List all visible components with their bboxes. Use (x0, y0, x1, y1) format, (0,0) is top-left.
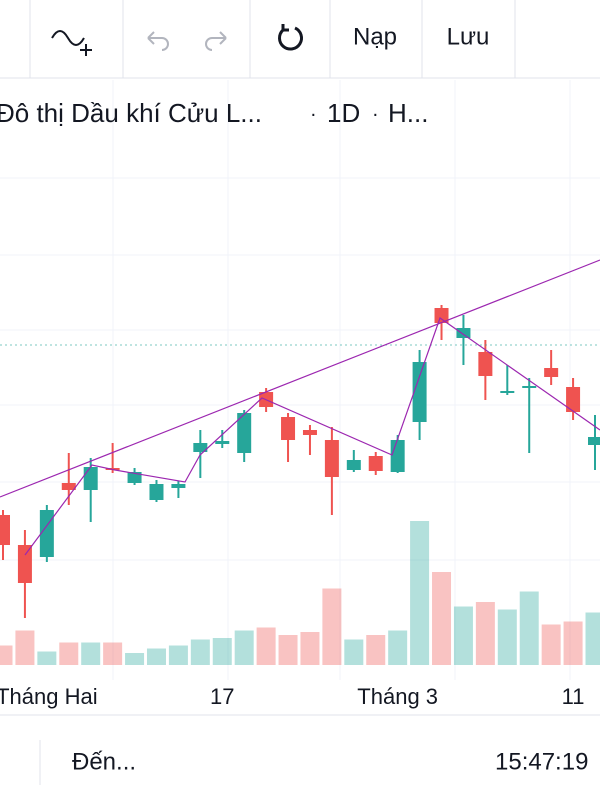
volume-bar (432, 572, 451, 665)
volume-bar (564, 622, 583, 666)
clock: 15:47:19 (495, 748, 588, 775)
legend-extra: H... (388, 98, 428, 128)
candle-body (478, 352, 492, 376)
separator: · (310, 103, 317, 125)
volume-bar (257, 628, 276, 666)
volume-layer (0, 521, 600, 665)
volume-bar (81, 643, 100, 666)
candle-body (84, 467, 98, 490)
candle-body (40, 510, 54, 557)
volume-bar (37, 652, 56, 666)
volume-bar (213, 638, 232, 665)
candle-body (18, 545, 32, 583)
candle-body (544, 368, 558, 377)
candle-body (391, 440, 405, 472)
interval: 1D (327, 98, 360, 128)
volume-bar (586, 613, 600, 666)
volume-bar (59, 643, 78, 666)
symbol-name: Đô thị Dầu khí Cửu L... (0, 98, 262, 128)
goto-button[interactable]: Đến... (72, 748, 136, 775)
candle-body (347, 460, 361, 470)
volume-bar (366, 635, 385, 665)
volume-bar (344, 640, 363, 666)
candle-body (500, 391, 514, 393)
grid (0, 80, 600, 680)
candle-body (215, 441, 229, 444)
volume-bar (0, 646, 13, 666)
volume-bar (520, 592, 539, 666)
candle-body (325, 440, 339, 477)
candle-body (303, 430, 317, 435)
volume-bar (103, 643, 122, 666)
volume-bar (125, 653, 144, 665)
candle-body (149, 484, 163, 500)
candle-body (281, 417, 295, 440)
x-tick-label: 11 (562, 684, 585, 709)
save-button[interactable]: Lưu (447, 23, 490, 50)
volume-bar (279, 635, 298, 665)
x-tick-label: 17 (210, 684, 234, 709)
volume-bar (410, 521, 429, 665)
volume-bar (542, 625, 561, 666)
x-tick-label: Tháng Hai (0, 684, 98, 709)
volume-bar (388, 631, 407, 666)
candle-body (0, 515, 10, 545)
volume-bar (476, 602, 495, 665)
x-axis: Tháng Hai 17 Tháng 3 11 (0, 684, 584, 709)
candle-body (171, 484, 185, 488)
volume-bar (300, 632, 319, 665)
volume-bar (235, 631, 254, 666)
volume-bar (322, 589, 341, 666)
volume-bar (498, 610, 517, 666)
volume-bar (454, 607, 473, 666)
load-button[interactable]: Nạp (353, 23, 397, 50)
volume-bar (169, 646, 188, 666)
volume-bar (147, 649, 166, 666)
volume-bar (191, 640, 210, 666)
separator: · (372, 103, 379, 125)
candle-body (522, 386, 536, 388)
candle-body (456, 328, 470, 338)
candle-body (369, 456, 383, 471)
x-tick-label: Tháng 3 (357, 684, 438, 709)
volume-bar (15, 631, 34, 666)
candle-body (588, 437, 600, 445)
